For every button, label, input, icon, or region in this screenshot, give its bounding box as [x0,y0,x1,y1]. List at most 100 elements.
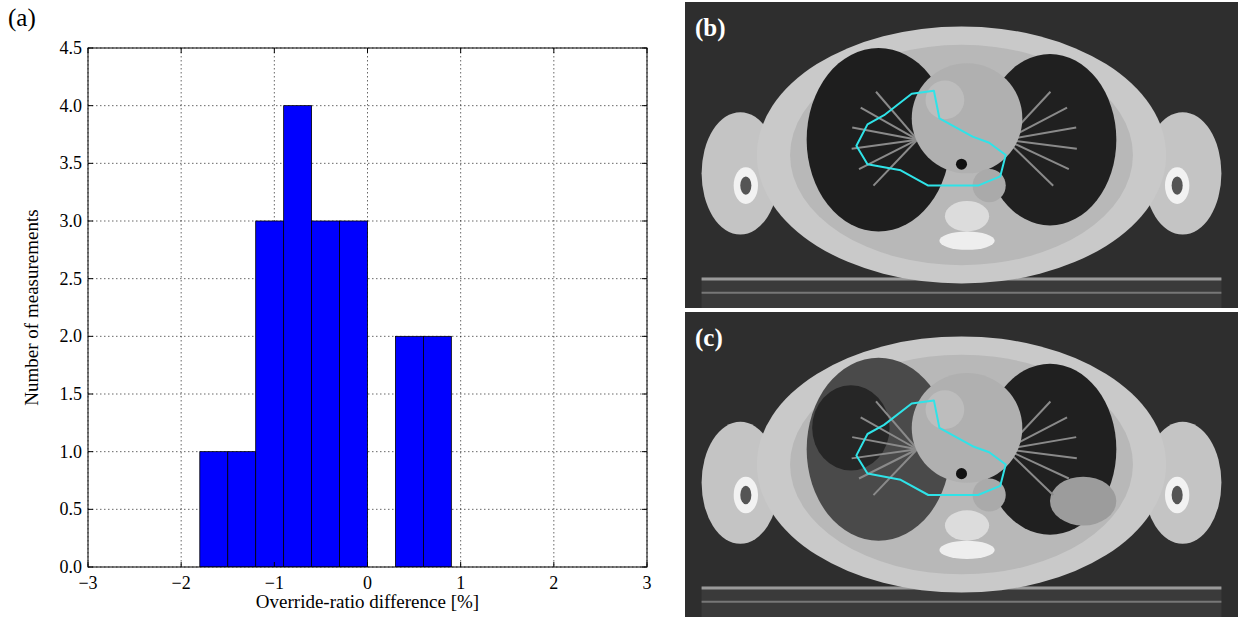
ct-contour [856,91,1005,186]
y-tick [88,163,93,164]
ct-vessel [926,390,965,429]
x-tick [88,48,89,53]
y-grid-line [88,163,647,164]
ct-chest-wall [790,355,1133,575]
y-tick [642,567,647,568]
ct-contour [856,400,1005,495]
ct-bone [1165,167,1189,204]
plot-frame [88,48,647,567]
x-tick [274,562,275,567]
x-tick [367,48,368,53]
x-tick [274,48,275,53]
y-tick [88,48,93,49]
x-tick [460,562,461,567]
panel-label: (b) [695,14,726,42]
histogram-bar [200,452,228,567]
y-tick [642,48,647,49]
ct-bone [734,167,758,204]
y-tick [88,394,93,395]
y-tick [88,221,93,222]
y-tick [642,163,647,164]
histogram-bar [256,221,284,567]
ct-bone [1165,477,1189,514]
ct-image [685,2,1238,308]
y-tick [88,278,93,279]
y-axis-title: Number of measurements [21,209,42,405]
panel-label: (a) [8,4,36,32]
ct-body [757,26,1166,283]
y-tick [642,278,647,279]
x-tick [647,562,648,567]
x-axis-title: Override-ratio difference [%] [256,591,479,612]
y-tick [642,105,647,106]
ct-vessel [873,140,917,186]
ct-background [685,312,1238,617]
ct-vessel [873,449,917,495]
ct-spine [945,510,989,541]
y-tick [88,336,93,337]
histogram-bar [340,221,368,567]
y-tick-label: 4.0 [60,96,83,116]
x-tick [181,48,182,53]
x-tick-label: 2 [549,573,558,593]
x-tick [367,562,368,567]
y-tick [88,105,93,106]
ticks: −3−2−101230.00.51.01.52.02.53.03.54.04.5 [60,38,652,593]
ct-airway [956,159,967,170]
ct-chest-wall [790,45,1133,265]
x-tick [553,48,554,53]
ct-body [757,336,1166,592]
x-tick [181,562,182,567]
y-tick-label: 4.5 [60,38,83,58]
x-tick-label: −1 [265,573,284,593]
y-tick [88,451,93,452]
ct-spine [939,541,994,559]
ct-marrow [1172,486,1183,504]
bars [200,106,452,567]
histogram-bar [312,221,340,567]
y-tick-label: 2.0 [60,326,83,346]
ct-airway [956,468,967,479]
ct-background [685,2,1238,308]
ct-vessel [926,81,965,120]
grid [88,48,647,567]
ct-marrow [1172,176,1183,194]
x-grid-line [460,48,461,567]
ct-marrow [740,486,751,504]
x-tick-label: 3 [643,573,652,593]
x-grid-line [553,48,554,567]
histogram-bar [395,336,423,567]
ct-image [685,312,1238,617]
x-tick-label: 0 [363,573,372,593]
x-tick-label: 1 [456,573,465,593]
y-tick-label: 2.5 [60,269,83,289]
y-tick-label: 3.5 [60,153,83,173]
figure: −3−2−101230.00.51.01.52.02.53.03.54.04.5… [0,0,1243,619]
y-tick-label: 3.0 [60,211,83,231]
x-tick [553,562,554,567]
y-tick [642,509,647,510]
x-tick [647,48,648,53]
ct-table-edge [702,601,1222,603]
y-tick-label: 0.0 [60,557,83,577]
ct-opacity [1050,477,1116,526]
y-tick [642,221,647,222]
ct-marrow [740,176,751,194]
y-tick-label: 0.5 [60,499,83,519]
x-tick-label: −2 [172,573,191,593]
y-tick [642,451,647,452]
y-grid-line [88,105,647,106]
ct-table-edge [702,292,1222,294]
histogram-bar [423,336,451,567]
ct-spine [945,201,989,232]
ct-bone [734,477,758,514]
y-tick [642,394,647,395]
panel-label: (c) [695,324,723,352]
histogram-bar [228,452,256,567]
ct-spine [939,232,994,250]
y-tick [88,509,93,510]
histogram-bar [284,106,312,567]
y-tick-label: 1.5 [60,384,83,404]
y-tick [642,336,647,337]
x-tick [88,562,89,567]
